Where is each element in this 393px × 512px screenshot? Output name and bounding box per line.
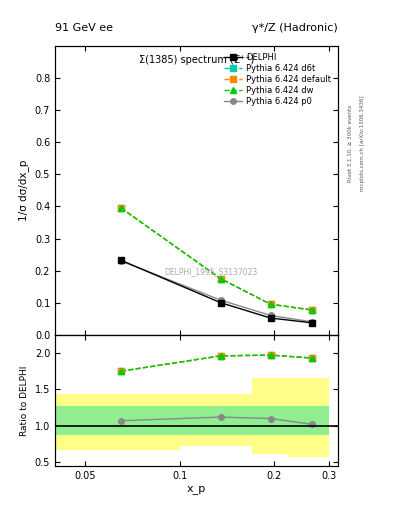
Text: Σ(1385) spectrum (Σ⁺⁺): Σ(1385) spectrum (Σ⁺⁺) — [139, 55, 254, 65]
Pythia 6.424 p0 — [310, 319, 315, 325]
Pythia 6.424 p0 — [218, 297, 223, 303]
Line: Pythia 6.424 default: Pythia 6.424 default — [118, 205, 315, 313]
Y-axis label: 1/σ dσ/dx_p: 1/σ dσ/dx_p — [18, 160, 29, 221]
Line: Pythia 6.424 dw: Pythia 6.424 dw — [118, 205, 315, 313]
Pythia 6.424 default — [310, 307, 315, 313]
Pythia 6.424 dw — [119, 205, 123, 211]
Pythia 6.424 d6t — [310, 307, 315, 313]
Line: Pythia 6.424 p0: Pythia 6.424 p0 — [118, 258, 315, 325]
Text: mcplots.cern.ch [arXiv:1306.3436]: mcplots.cern.ch [arXiv:1306.3436] — [360, 96, 365, 191]
Pythia 6.424 dw — [268, 301, 273, 307]
Pythia 6.424 dw — [218, 275, 223, 282]
Pythia 6.424 dw — [310, 307, 315, 313]
DELPHI — [218, 300, 223, 306]
Legend: DELPHI, Pythia 6.424 d6t, Pythia 6.424 default, Pythia 6.424 dw, Pythia 6.424 p0: DELPHI, Pythia 6.424 d6t, Pythia 6.424 d… — [221, 50, 334, 109]
Line: Pythia 6.424 d6t: Pythia 6.424 d6t — [118, 205, 315, 313]
Pythia 6.424 p0 — [268, 312, 273, 318]
DELPHI — [310, 320, 315, 326]
Pythia 6.424 default — [218, 275, 223, 282]
Pythia 6.424 default — [268, 301, 273, 307]
Text: DELPHI_1995_S3137023: DELPHI_1995_S3137023 — [164, 267, 257, 276]
Pythia 6.424 d6t — [119, 205, 123, 211]
Pythia 6.424 d6t — [268, 301, 273, 307]
Text: Rivet 3.1.10, ≥ 300k events: Rivet 3.1.10, ≥ 300k events — [348, 105, 353, 182]
Text: γ*/Z (Hadronic): γ*/Z (Hadronic) — [252, 23, 338, 33]
Pythia 6.424 p0 — [119, 258, 123, 264]
Line: DELPHI: DELPHI — [118, 257, 316, 326]
DELPHI — [268, 315, 273, 321]
Y-axis label: Ratio to DELPHI: Ratio to DELPHI — [20, 365, 29, 436]
Text: 91 GeV ee: 91 GeV ee — [55, 23, 113, 33]
Pythia 6.424 d6t — [218, 275, 223, 282]
Pythia 6.424 default — [119, 205, 123, 211]
DELPHI — [119, 257, 123, 263]
X-axis label: x_p: x_p — [187, 483, 206, 494]
